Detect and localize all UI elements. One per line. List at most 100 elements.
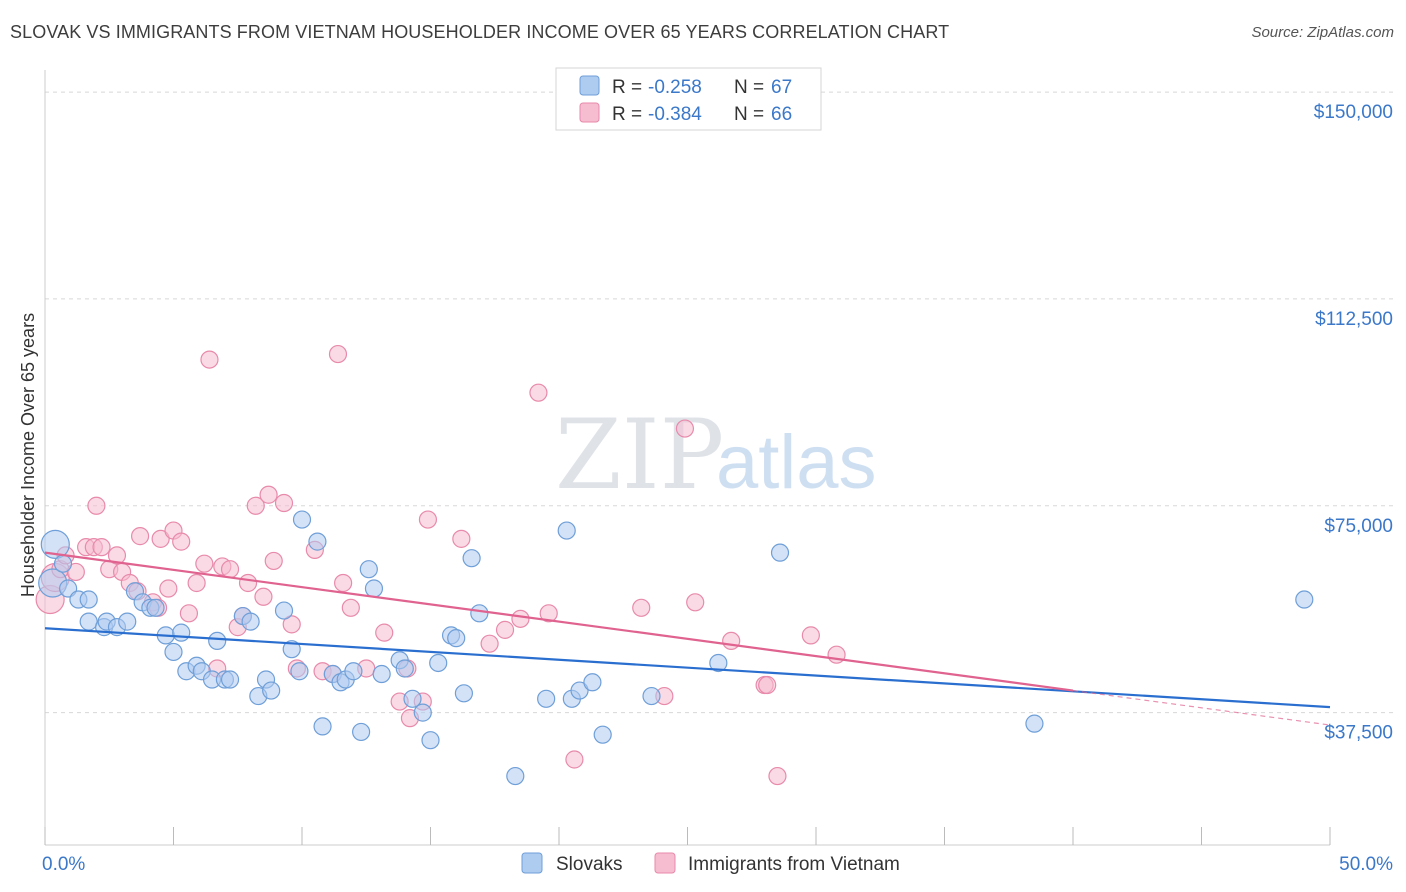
data-point-vietnam xyxy=(159,579,178,598)
trend-line-vietnam xyxy=(44,551,1074,692)
data-point-slovaks xyxy=(292,510,312,529)
data-point-slovaks xyxy=(53,554,73,573)
legend-n-label-1: N = xyxy=(734,104,764,125)
data-point-slovaks xyxy=(282,640,301,659)
data-point-slovaks xyxy=(164,642,183,662)
data-point-slovaks xyxy=(262,681,281,700)
legend-r-value-0: -0.258 xyxy=(648,77,702,98)
data-point-slovaks xyxy=(313,717,332,736)
data-point-slovaks xyxy=(208,631,227,651)
data-point-vietnam xyxy=(195,554,214,573)
legend-r-label-0: R = xyxy=(612,77,642,98)
source-label: Source: ZipAtlas.com xyxy=(1251,24,1394,41)
data-point-slovaks xyxy=(447,629,466,648)
y-axis-label: Householder Income Over 65 years xyxy=(18,313,38,597)
data-point-vietnam xyxy=(238,573,258,593)
data-point-slovaks xyxy=(570,681,589,700)
data-point-slovaks xyxy=(344,662,363,681)
data-point-vietnam xyxy=(480,634,499,653)
data-point-vietnam xyxy=(172,532,191,551)
data-point-slovaks xyxy=(359,560,378,579)
data-point-slovaks xyxy=(290,662,309,681)
data-point-vietnam xyxy=(539,604,558,623)
data-point-vietnam xyxy=(341,598,360,617)
data-point-slovaks xyxy=(583,673,602,692)
data-point-vietnam xyxy=(328,344,348,364)
y-tick-label: $37,500 xyxy=(1324,723,1393,744)
data-point-vietnam xyxy=(200,350,219,369)
legend-n-value-1: 66 xyxy=(771,104,792,125)
data-point-slovaks xyxy=(537,689,556,708)
data-point-slovaks xyxy=(470,604,489,623)
data-point-slovaks xyxy=(1025,714,1044,733)
bottom-legend-slovaks: Slovaks xyxy=(556,854,623,875)
data-point-slovaks xyxy=(642,686,661,706)
data-point-slovaks xyxy=(220,670,240,689)
data-point-vietnam xyxy=(92,538,111,557)
y-tick-label: $150,000 xyxy=(1314,102,1393,123)
data-point-vietnam xyxy=(246,496,265,515)
data-point-slovaks xyxy=(241,612,260,631)
data-point-slovaks xyxy=(421,731,440,750)
bottom-legend-swatch-vietnam xyxy=(654,852,676,874)
bottom-legend-swatch-slovaks xyxy=(521,852,543,874)
data-point-vietnam xyxy=(87,496,106,515)
data-point-slovaks xyxy=(506,766,525,786)
data-point-slovaks xyxy=(364,579,384,598)
data-point-vietnam xyxy=(220,560,240,579)
legend-swatch-vietnam xyxy=(579,102,600,123)
data-point-slovaks xyxy=(79,590,98,609)
data-point-vietnam xyxy=(529,383,548,402)
y-tick-label: $75,000 xyxy=(1324,516,1393,537)
data-point-slovaks xyxy=(352,722,371,742)
legend-swatch-slovaks xyxy=(579,75,600,96)
legend-n-value-0: 67 xyxy=(771,77,792,98)
data-point-vietnam xyxy=(565,750,584,769)
data-point-vietnam xyxy=(632,598,651,617)
chart-title: SLOVAK VS IMMIGRANTS FROM VIETNAM HOUSEH… xyxy=(10,22,950,42)
data-point-slovaks xyxy=(274,601,294,620)
data-point-vietnam xyxy=(282,615,301,634)
y-tick-labels: $150,000 $112,500 $75,000 $37,500 xyxy=(1314,102,1393,744)
data-point-slovaks xyxy=(40,529,70,559)
trend-lines xyxy=(44,551,1331,726)
data-point-vietnam xyxy=(511,609,530,628)
data-point-slovaks xyxy=(403,689,422,708)
x-tick-label: 50.0% xyxy=(1339,854,1393,875)
y-tick-label: $112,500 xyxy=(1315,309,1393,330)
x-tick-labels: 0.0% 50.0% xyxy=(42,854,1393,875)
data-point-slovaks xyxy=(1295,590,1314,609)
stats-legend: R = -0.258 N = 67 R = -0.384 N = 66 xyxy=(555,67,822,131)
data-point-slovaks xyxy=(462,549,481,568)
data-point-slovaks xyxy=(454,684,474,703)
bottom-legend-vietnam: Immigrants from Vietnam xyxy=(688,854,900,875)
watermark-atlas: atlas xyxy=(716,420,877,505)
trend-line-slovaks xyxy=(44,627,1331,709)
data-point-slovaks xyxy=(79,612,98,631)
legend-r-value-1: -0.384 xyxy=(648,104,702,125)
data-point-vietnam xyxy=(495,620,515,639)
data-point-vietnam xyxy=(375,623,394,642)
watermark: ZIP atlas xyxy=(555,399,877,511)
data-point-slovaks xyxy=(770,543,790,562)
data-point-slovaks xyxy=(709,653,728,673)
data-point-vietnam xyxy=(758,675,777,695)
data-point-vietnam xyxy=(259,485,278,504)
data-point-vietnam xyxy=(418,510,438,529)
data-point-vietnam xyxy=(686,593,705,612)
data-point-slovaks xyxy=(429,653,448,673)
data-point-slovaks xyxy=(413,703,432,722)
data-point-slovaks xyxy=(118,612,137,631)
data-point-vietnam xyxy=(254,587,273,606)
legend-box xyxy=(555,67,822,131)
data-point-vietnam xyxy=(151,529,170,548)
trend-line-vietnam-extension xyxy=(1072,689,1331,726)
data-point-vietnam xyxy=(675,419,695,438)
data-point-slovaks xyxy=(308,532,327,551)
data-point-vietnam xyxy=(187,573,206,593)
data-point-vietnam xyxy=(334,573,353,593)
data-point-vietnam xyxy=(452,529,471,548)
legend-r-label-1: R = xyxy=(612,104,642,125)
data-point-vietnam xyxy=(130,527,150,546)
